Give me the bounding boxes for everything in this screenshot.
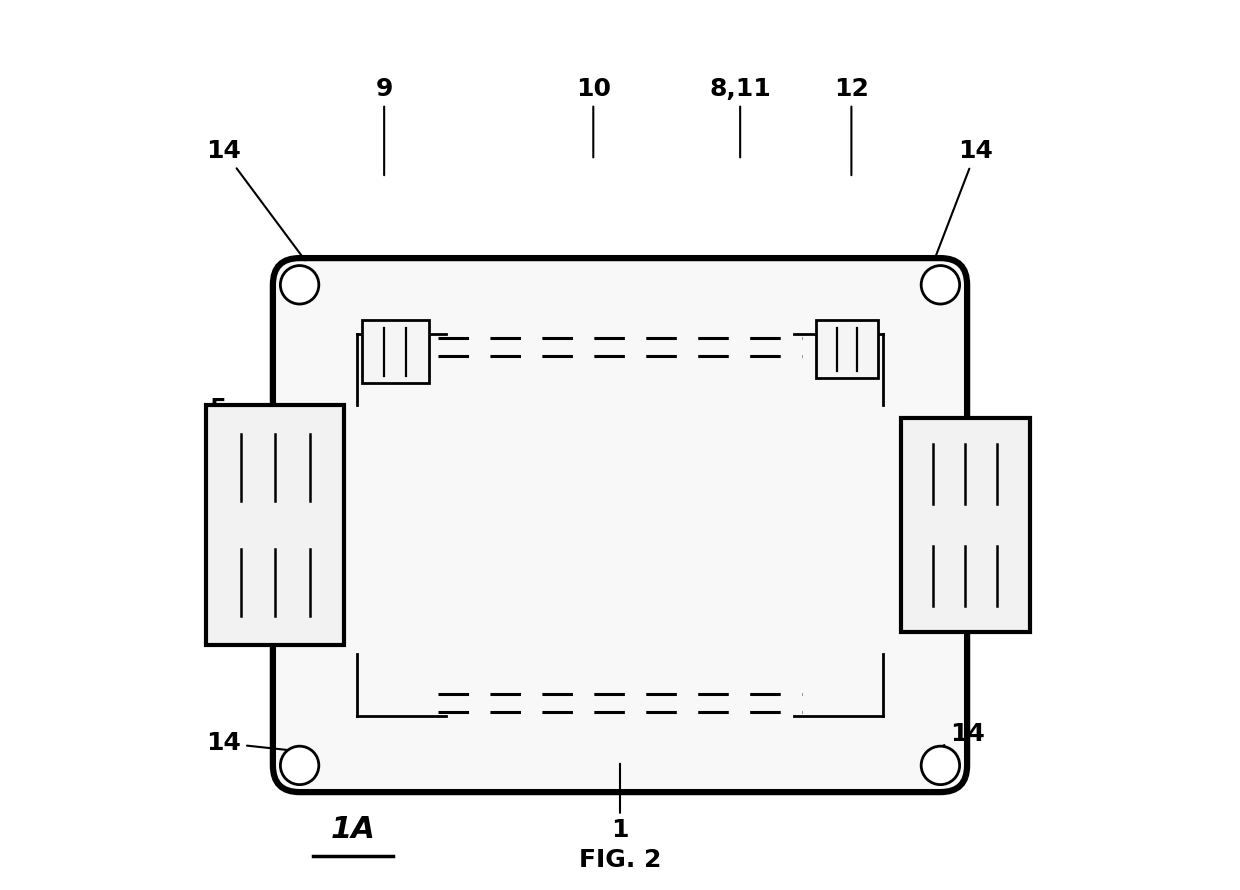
Bar — [816, 320, 878, 378]
Circle shape — [280, 746, 319, 785]
Bar — [362, 320, 429, 383]
Text: 5: 5 — [210, 398, 288, 426]
Text: 3: 3 — [961, 496, 1016, 519]
Text: 14: 14 — [932, 723, 985, 751]
Circle shape — [921, 746, 960, 785]
Text: 1: 1 — [611, 764, 629, 842]
Circle shape — [280, 265, 319, 304]
Text: 14: 14 — [207, 732, 304, 755]
Text: 8,11: 8,11 — [709, 77, 771, 158]
Text: FIG. 2: FIG. 2 — [579, 848, 661, 872]
Bar — [900, 418, 1029, 632]
Text: 6: 6 — [210, 496, 288, 519]
Bar — [206, 405, 345, 645]
Text: 10: 10 — [575, 77, 611, 158]
Circle shape — [921, 265, 960, 304]
Text: 12: 12 — [835, 77, 869, 175]
Text: 1A: 1A — [331, 814, 376, 844]
FancyBboxPatch shape — [273, 258, 967, 792]
Text: 14: 14 — [207, 140, 305, 260]
Text: 14: 14 — [934, 140, 993, 260]
Text: 9: 9 — [376, 77, 393, 175]
